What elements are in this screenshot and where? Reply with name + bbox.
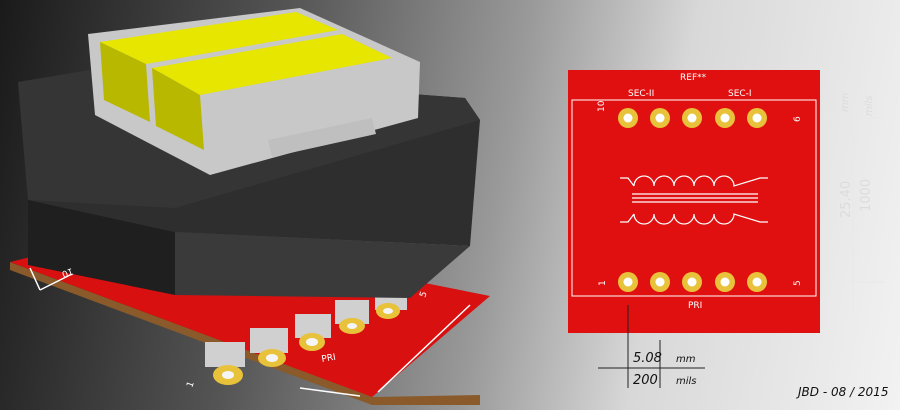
height-mm-value: 25.40 bbox=[839, 181, 854, 218]
height-mils-value: 1000 bbox=[859, 179, 874, 212]
transformer-core-front bbox=[28, 200, 175, 295]
pin-pads-3d bbox=[205, 286, 407, 385]
winding-left bbox=[100, 12, 338, 64]
pin-1-label-3d: 1 bbox=[185, 380, 196, 389]
footprint-view: REF** SEC-II SEC-I PRI 10 6 1 5 bbox=[568, 70, 820, 333]
pitch-mils-unit: mils bbox=[676, 376, 697, 387]
transformer-3d-render: 1 5 10 PRI bbox=[10, 8, 490, 405]
pin-10-label: 10 bbox=[597, 100, 607, 112]
transformer-core-side bbox=[175, 232, 470, 298]
vertical-dimension bbox=[825, 88, 884, 312]
pin-5-label: 5 bbox=[793, 280, 803, 286]
pin-6-label: 6 bbox=[793, 116, 803, 122]
pitch-mm-value: 5.08 bbox=[633, 351, 662, 366]
reference-label: REF** bbox=[680, 73, 707, 83]
transformer-symbol bbox=[620, 175, 768, 225]
sec-i-label: SEC-I bbox=[728, 89, 752, 99]
horizontal-dimension bbox=[598, 305, 705, 388]
sec-ii-label: SEC-II bbox=[628, 89, 654, 99]
pin-10-label-3d: 10 bbox=[60, 265, 74, 278]
unit-mm-vertical: mm bbox=[840, 92, 851, 112]
footprint-outline bbox=[571, 99, 817, 297]
pin-1-label: 1 bbox=[598, 280, 608, 286]
pri-label: PRI bbox=[688, 301, 702, 311]
pin-5-label-3d: 5 bbox=[418, 290, 429, 299]
winding-right bbox=[152, 34, 392, 95]
signature: JBD - 08 / 2015 bbox=[796, 385, 888, 399]
pri-label-3d: PRI bbox=[321, 353, 337, 365]
pads-bottom-row bbox=[618, 272, 767, 292]
pitch-mils-value: 200 bbox=[633, 373, 658, 388]
pitch-mm-unit: mm bbox=[676, 354, 696, 365]
unit-mils-vertical: mils bbox=[864, 95, 875, 116]
pads-top-row bbox=[618, 108, 767, 128]
